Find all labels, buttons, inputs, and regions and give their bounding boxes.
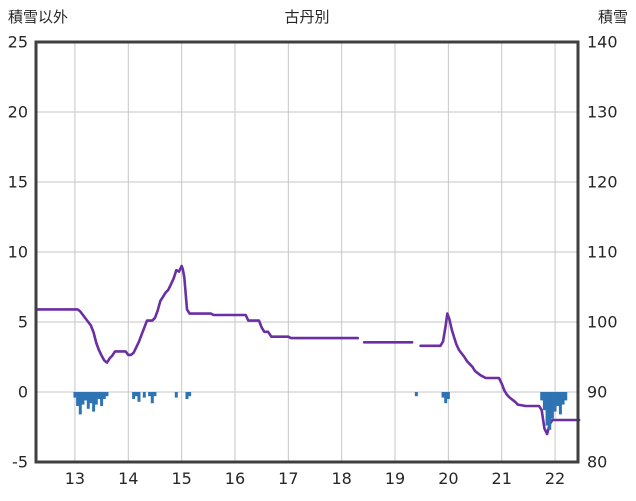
- x-tick-label: 22: [545, 469, 565, 488]
- bar-mark: [92, 392, 96, 412]
- x-tick-label: 19: [385, 469, 405, 488]
- bar-mark: [561, 392, 565, 405]
- bar-mark: [76, 392, 80, 406]
- left-tick-label: 25: [8, 33, 28, 52]
- bar-mark: [142, 392, 146, 398]
- bar-mark: [150, 392, 154, 404]
- bar-mark: [132, 392, 136, 399]
- left-tick-label: 15: [8, 173, 28, 192]
- plot-frame: [34, 40, 580, 464]
- left-axis-title: 積雪以外: [8, 8, 69, 26]
- bar-mark: [105, 392, 109, 397]
- snow-depth-line: [419, 312, 581, 436]
- x-tick-label: 16: [225, 469, 245, 488]
- x-tick-label: 21: [492, 469, 512, 488]
- bar-mark: [102, 392, 106, 399]
- bar-mark: [441, 392, 445, 398]
- left-tick-label: 10: [8, 243, 28, 262]
- bar-mark: [553, 392, 557, 412]
- x-tick-label: 18: [331, 469, 351, 488]
- bar-mark: [148, 392, 152, 397]
- x-tick-label: 13: [65, 469, 85, 488]
- bar-mark: [86, 392, 90, 409]
- bar-mark: [446, 392, 450, 399]
- bar-mark: [73, 392, 77, 398]
- snow-depth-line: [36, 264, 360, 364]
- bar-mark: [134, 392, 138, 397]
- right-tick-label: 120: [587, 173, 618, 192]
- right-tick-label: 130: [587, 103, 618, 122]
- bar-mark: [188, 392, 192, 397]
- bar-mark: [414, 392, 418, 397]
- bar-mark: [540, 392, 544, 401]
- left-tick-label: -5: [12, 453, 28, 472]
- bar-mark: [558, 392, 562, 415]
- right-tick-label: 100: [587, 313, 618, 332]
- right-axis-title: 積雪: [597, 8, 628, 26]
- bar-mark: [185, 392, 189, 399]
- bar-mark: [174, 392, 178, 398]
- bar-mark: [564, 392, 568, 401]
- bar-mark: [545, 392, 549, 426]
- right-tick-label: 90: [587, 383, 607, 402]
- bar-mark: [542, 392, 546, 411]
- x-tick-label: 14: [118, 469, 138, 488]
- x-tick-label: 15: [171, 469, 191, 488]
- bar-mark: [444, 392, 448, 404]
- bar-mark: [94, 392, 98, 405]
- bar-mark: [137, 392, 141, 402]
- bar-mark: [84, 392, 88, 401]
- bar-mark: [97, 392, 101, 399]
- bar-mark: [556, 392, 560, 406]
- bar-mark: [153, 392, 157, 397]
- chart-title: 古丹別: [284, 8, 330, 26]
- right-tick-label: 80: [587, 453, 607, 472]
- bar-mark: [89, 392, 93, 404]
- right-tick-label: 140: [587, 33, 618, 52]
- bar-mark: [81, 392, 85, 405]
- left-tick-label: 5: [18, 313, 28, 332]
- x-tick-label: 20: [438, 469, 458, 488]
- right-tick-label: 110: [587, 243, 618, 262]
- left-tick-label: 20: [8, 103, 28, 122]
- bar-mark: [78, 392, 82, 415]
- x-tick-label: 17: [278, 469, 298, 488]
- bar-mark: [548, 392, 552, 430]
- bar-mark: [550, 392, 554, 419]
- left-tick-label: 0: [18, 383, 28, 402]
- bar-mark: [100, 392, 104, 406]
